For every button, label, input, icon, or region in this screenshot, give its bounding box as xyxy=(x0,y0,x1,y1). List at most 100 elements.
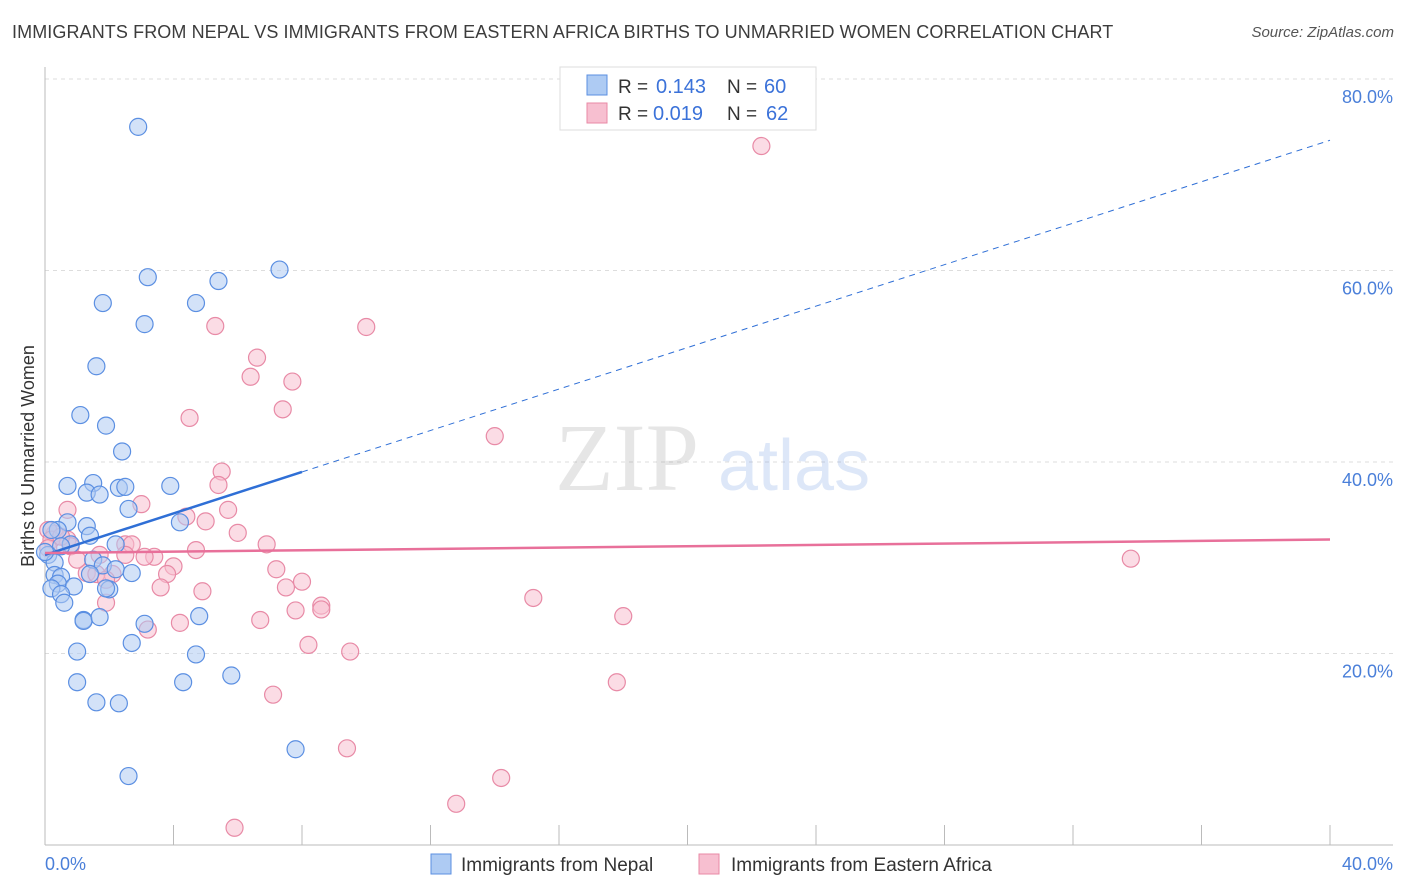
nepal-trend-line xyxy=(44,470,303,557)
legend-n-label: N = xyxy=(727,77,757,98)
nepal-point xyxy=(68,642,87,661)
eastern-africa-point xyxy=(251,610,270,630)
y-tick-label: 60.0% xyxy=(1342,279,1393,299)
nepal-point xyxy=(58,476,77,496)
eastern-africa-point xyxy=(752,136,771,156)
legend-swatch-eastern-africa xyxy=(586,102,608,124)
y-tick-label: 80.0% xyxy=(1342,87,1393,107)
series-legend: Immigrants from Nepal Immigrants from Ea… xyxy=(430,853,992,876)
eastern-africa-point xyxy=(219,500,238,519)
x-tick-label-max: 40.0% xyxy=(1342,854,1393,874)
eastern-africa-point xyxy=(357,317,376,337)
legend-r-label: R = xyxy=(618,104,648,125)
nepal-point xyxy=(122,633,141,653)
nepal-point xyxy=(96,416,116,435)
eastern-africa-point xyxy=(170,613,190,632)
nepal-point xyxy=(161,476,180,496)
gridlines xyxy=(45,78,1393,654)
series-nepal-points xyxy=(35,117,305,786)
nepal-point xyxy=(222,666,241,685)
eastern-africa-point xyxy=(341,642,360,661)
nepal-point xyxy=(119,499,138,519)
y-tick-label: 40.0% xyxy=(1342,470,1393,490)
nepal-point xyxy=(270,260,289,279)
eastern-africa-point xyxy=(263,685,283,704)
eastern-africa-point xyxy=(196,512,215,531)
legend-r-value: 0.019 xyxy=(653,103,703,125)
eastern-africa-point xyxy=(180,408,199,428)
legend-r-value: 0.143 xyxy=(656,76,706,98)
nepal-point xyxy=(119,766,138,786)
nepal-point xyxy=(129,117,148,136)
nepal-point xyxy=(116,477,135,496)
source-label: Source: ZipAtlas.com xyxy=(1251,24,1394,41)
y-tick-labels: 20.0% 40.0% 60.0% 80.0% xyxy=(1342,87,1393,682)
nepal-point xyxy=(90,485,109,504)
eastern-africa-point xyxy=(276,578,296,597)
legend-r-label: R = xyxy=(618,77,648,98)
trend-lines xyxy=(44,139,1331,557)
eastern-africa-point xyxy=(267,560,286,579)
nepal-point xyxy=(286,740,305,759)
eastern-africa-point xyxy=(492,768,511,788)
nepal-point xyxy=(74,611,93,631)
eastern-africa-point xyxy=(337,739,357,758)
eastern-africa-point xyxy=(292,572,312,591)
nepal-point xyxy=(93,293,112,313)
nepal-point xyxy=(42,520,61,540)
eastern-africa-point xyxy=(312,600,331,619)
nepal-point xyxy=(112,442,132,461)
eastern-africa-point xyxy=(209,475,228,495)
eastern-africa-point xyxy=(273,400,292,419)
legend-n-label: N = xyxy=(727,104,757,125)
legend-n-value: 62 xyxy=(766,103,788,125)
eastern-africa-point xyxy=(206,316,225,336)
nepal-point xyxy=(87,357,106,376)
nepal-trend-line-extension xyxy=(301,139,1331,473)
eastern-africa-point xyxy=(607,673,626,692)
correlation-legend: R = 0.143 N = 60 R = 0.019 N = 62 xyxy=(559,66,817,131)
eastern-africa-point xyxy=(524,588,543,608)
eastern-africa-point xyxy=(247,348,267,367)
legend-swatch-nepal xyxy=(586,74,608,96)
nepal-point xyxy=(106,535,125,554)
bottom-legend-eastern-africa: Immigrants from Eastern Africa xyxy=(731,855,992,876)
nepal-point xyxy=(135,315,154,334)
eastern-africa-point xyxy=(299,635,318,654)
y-tick-label: 20.0% xyxy=(1342,662,1393,682)
eastern-africa-point xyxy=(225,818,244,837)
nepal-point xyxy=(209,271,228,291)
legend-n-value: 60 xyxy=(764,76,786,98)
eastern-africa-trend-line xyxy=(44,538,1331,555)
bottom-legend-nepal: Immigrants from Nepal xyxy=(461,855,653,876)
eastern-africa-point xyxy=(193,582,212,601)
eastern-africa-point xyxy=(151,578,170,597)
nepal-point xyxy=(90,608,109,627)
axes xyxy=(44,67,1393,846)
watermark-zip: ZIP xyxy=(555,404,699,511)
nepal-point xyxy=(135,614,154,633)
eastern-africa-point xyxy=(228,523,247,542)
nepal-point xyxy=(138,268,157,287)
nepal-point xyxy=(122,563,141,583)
nepal-point xyxy=(55,593,74,612)
eastern-africa-point xyxy=(1121,549,1140,568)
nepal-point xyxy=(96,579,116,598)
nepal-point xyxy=(190,607,209,626)
eastern-africa-point xyxy=(257,535,276,554)
nepal-point xyxy=(106,560,125,579)
bottom-legend-swatch-eastern-africa xyxy=(698,853,720,875)
bottom-legend-swatch-nepal xyxy=(430,853,452,875)
eastern-africa-point xyxy=(241,367,260,386)
nepal-point xyxy=(68,673,87,692)
chart-title: IMMIGRANTS FROM NEPAL VS IMMIGRANTS FROM… xyxy=(12,22,1114,42)
nepal-point xyxy=(186,645,206,664)
nepal-point xyxy=(186,293,206,313)
watermark-atlas: atlas xyxy=(718,426,870,506)
eastern-africa-point xyxy=(283,372,302,391)
eastern-africa-point xyxy=(447,794,466,813)
x-tick-label-min: 0.0% xyxy=(45,854,86,874)
eastern-africa-point xyxy=(286,601,305,620)
nepal-point xyxy=(109,694,128,713)
nepal-point xyxy=(71,405,90,425)
